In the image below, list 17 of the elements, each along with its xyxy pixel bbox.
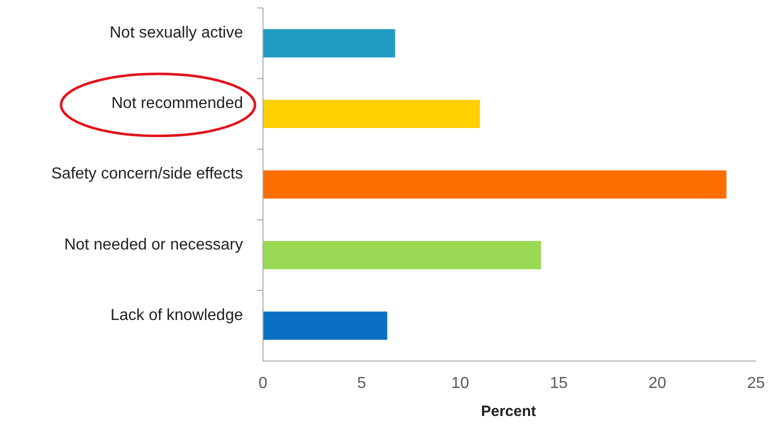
x-tick-label: 20 [648,375,666,392]
bar [263,240,542,270]
bar [263,170,726,199]
y-tick-label: Not needed or necessary [64,236,243,254]
y-tick-label: Safety concern/side effects [51,166,243,183]
x-tick-label: 5 [357,375,366,392]
x-tick-label: 15 [550,375,568,392]
y-tick-label: Not recommended [111,95,243,112]
bar [263,312,388,340]
x-tick-label: 10 [451,375,470,392]
bar [263,29,396,58]
x-tick-label: 0 [258,375,268,392]
y-tick-label: Not sexually active [110,24,244,42]
bar [263,100,480,128]
y-tick-label: Lack of knowledge [110,306,244,324]
x-axis-title: Percent [480,403,536,420]
x-tick-label: 25 [747,375,765,392]
